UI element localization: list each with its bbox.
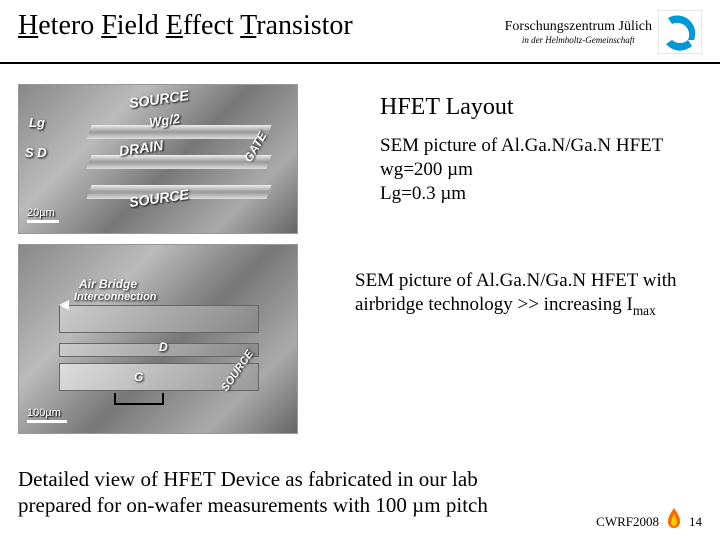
sem2-interconnection-label: Interconnection	[74, 291, 157, 303]
desc1-line2: wg=200 µm	[380, 158, 663, 182]
sem2-d-label: D	[159, 340, 168, 354]
desc2-line1: SEM picture of Al.Ga.N/Ga.N HFET with	[355, 269, 705, 293]
title-e: E	[166, 10, 183, 41]
title-w4: ransistor	[256, 10, 352, 41]
sem-image-1: SOURCE DRAIN GATE SOURCE Wg/2 Lg S D 20µ…	[18, 84, 298, 234]
arrow-icon	[59, 300, 69, 310]
sem1-scale-text: 20µm	[27, 207, 55, 219]
desc2-line2-text: airbridge technology >> increasing I	[355, 294, 633, 315]
title-h: H	[18, 10, 38, 41]
sem1-lg-label: Lg	[29, 115, 45, 130]
juelich-logo-icon	[658, 10, 702, 54]
title-w2: ield	[117, 10, 166, 41]
desc2-line2-sub: max	[633, 303, 656, 318]
bottom-description: Detailed view of HFET Device as fabricat…	[18, 466, 578, 519]
bottom-line1: Detailed view of HFET Device as fabricat…	[18, 466, 578, 492]
title-f: F	[101, 10, 117, 41]
org-name: Forschungszentrum Jülich	[505, 19, 652, 35]
sem2-scale-text: 100µm	[27, 407, 61, 419]
sem2-scale-bar	[27, 420, 67, 423]
sem2-description: SEM picture of Al.Ga.N/Ga.N HFET with ai…	[355, 269, 705, 319]
slide-footer: CWRF2008 14	[596, 508, 702, 530]
title-t: T	[240, 10, 256, 41]
desc1-line1: SEM picture of Al.Ga.N/Ga.N HFET	[380, 134, 663, 158]
slide-title: Hetero Field Effect Transistor	[18, 10, 353, 42]
org-subtitle: in der Helmholtz-Gemeinschaft	[505, 35, 652, 45]
content-area: SOURCE DRAIN GATE SOURCE Wg/2 Lg S D 20µ…	[0, 64, 720, 464]
title-w1: etero	[38, 10, 101, 41]
flame-icon	[665, 508, 683, 530]
slide-header: Hetero Field Effect Transistor Forschung…	[0, 0, 720, 62]
pitch-bracket	[114, 393, 164, 405]
bottom-line2: prepared for on-wafer measurements with …	[18, 492, 578, 518]
sem1-scale-bar	[27, 220, 59, 223]
org-text: Forschungszentrum Jülich in der Helmholt…	[505, 19, 652, 45]
page-number: 14	[689, 514, 702, 530]
layout-heading: HFET Layout	[380, 94, 514, 121]
sem-image-2: Air Bridge Interconnection D G SOURCE 10…	[18, 244, 298, 434]
desc1-line3: Lg=0.3 µm	[380, 182, 663, 206]
conference-label: CWRF2008	[596, 514, 659, 530]
desc2-line2: airbridge technology >> increasing Imax	[355, 293, 705, 319]
header-right: Forschungszentrum Jülich in der Helmholt…	[505, 10, 702, 54]
sem1-source-top-label: SOURCE	[128, 87, 190, 111]
sem2-g-label: G	[134, 370, 143, 384]
sem1-sd-label: S D	[25, 145, 47, 160]
title-w3: ffect	[183, 10, 240, 41]
sem1-description: SEM picture of Al.Ga.N/Ga.N HFET wg=200 …	[380, 134, 663, 205]
sem2-airbridge-label: Air Bridge	[79, 277, 137, 291]
